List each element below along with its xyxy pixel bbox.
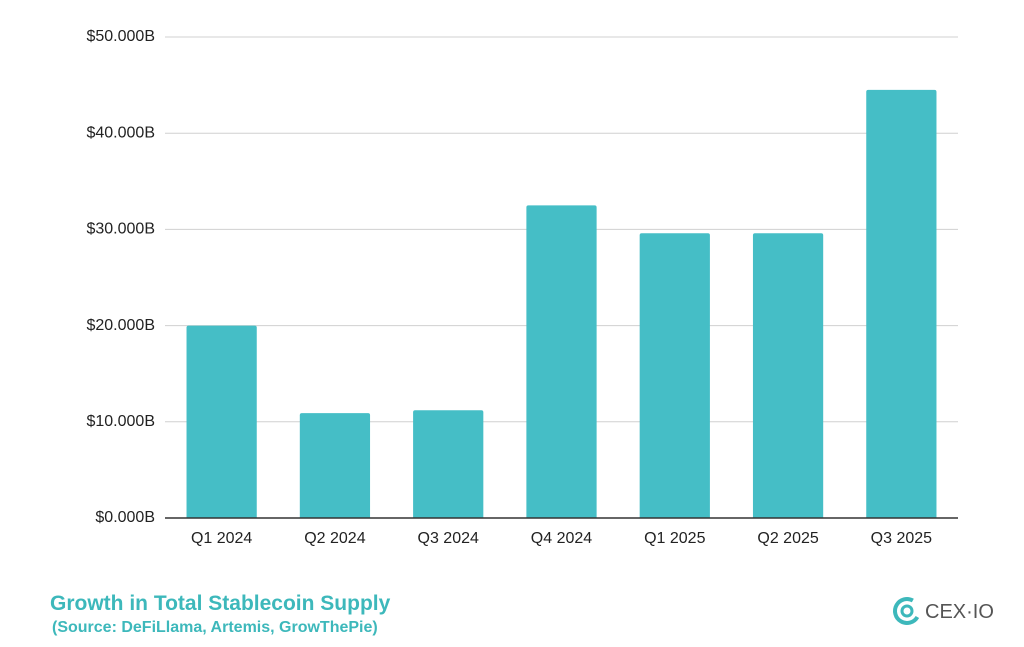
- x-tick-label: Q2 2024: [304, 530, 365, 547]
- bar: [413, 410, 484, 518]
- brand-name: CEX·IO: [925, 601, 994, 623]
- x-tick-label: Q3 2025: [871, 530, 932, 547]
- y-tick-label: $20.000B: [86, 317, 155, 334]
- brand-logo: CEX·IO: [893, 597, 994, 625]
- x-tick-label: Q4 2024: [531, 530, 592, 547]
- x-tick-label: Q1 2024: [191, 530, 252, 547]
- y-tick-label: $40.000B: [86, 124, 155, 141]
- x-tick-label: Q2 2025: [757, 530, 818, 547]
- chart-title: Growth in Total Stablecoin Supply: [50, 592, 391, 615]
- bar: [752, 233, 824, 519]
- x-tick-label: Q3 2024: [418, 530, 479, 547]
- y-tick-label: $30.000B: [86, 221, 155, 238]
- bar: [866, 89, 937, 518]
- chart-subtitle: (Source: DeFiLlama, Artemis, GrowThePie): [52, 619, 378, 636]
- y-tick-label: $0.000B: [95, 509, 155, 526]
- bar: [186, 325, 257, 518]
- y-tick-label: $10.000B: [86, 413, 155, 430]
- bar: [526, 205, 597, 518]
- bar: [299, 413, 371, 518]
- x-tick-label: Q1 2025: [644, 530, 705, 547]
- bar: [639, 233, 710, 519]
- y-tick-label: $50.000B: [86, 28, 155, 45]
